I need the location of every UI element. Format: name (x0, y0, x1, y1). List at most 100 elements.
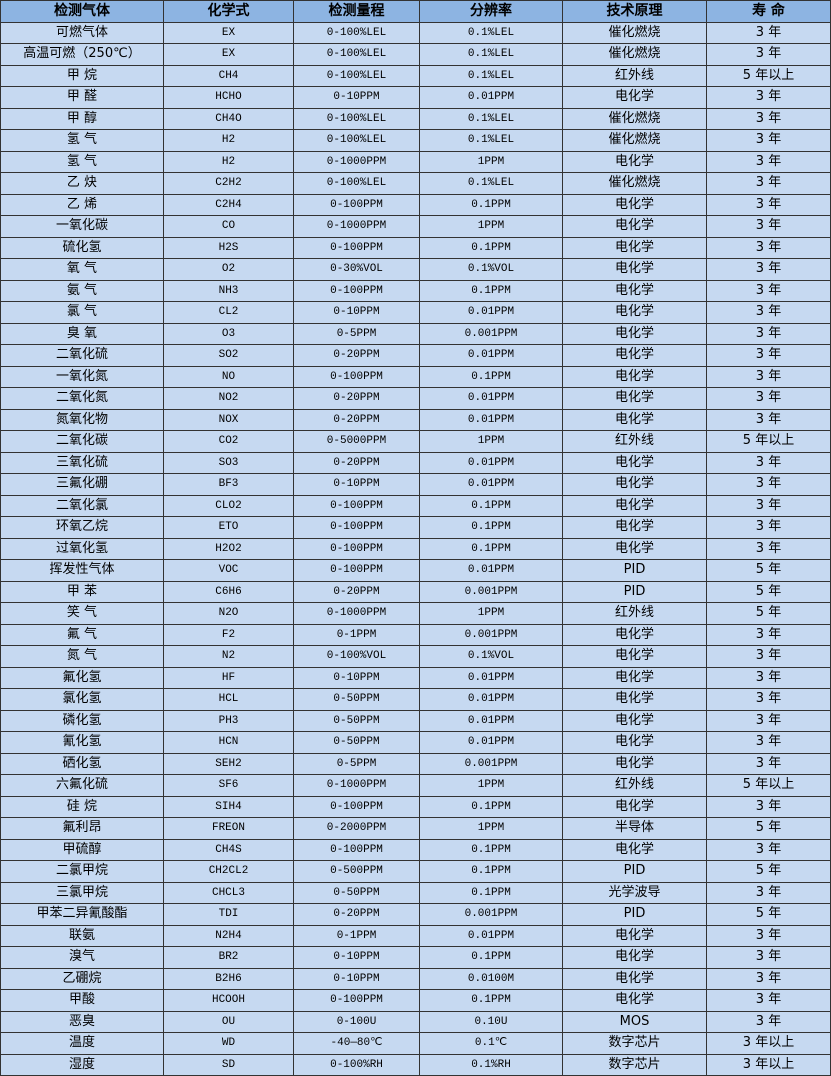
cell-principle: MOS (562, 1010, 707, 1033)
cell-resolution: 1PPM (419, 430, 563, 453)
cell-range: 0-100PPM (293, 236, 420, 259)
table-row: 湿度 SD 0-100%RH 0.1%RH 数字芯片 3 年以上 (0, 1053, 831, 1076)
cell-range: 0-100%VOL (293, 645, 420, 668)
cell-principle: 电化学 (562, 946, 707, 969)
table-row: 过氧化氢 H2O2 0-100PPM 0.1PPM 电化学 3 年 (0, 537, 831, 560)
cell-principle: 半导体 (562, 817, 707, 840)
table-row: 硒化氢 SEH2 0-5PPM 0.001PPM 电化学 3 年 (0, 752, 831, 775)
cell-formula: BF3 (163, 473, 294, 496)
cell-formula: C2H2 (163, 172, 294, 195)
cell-resolution: 1PPM (419, 215, 563, 238)
cell-principle: 催化燃烧 (562, 43, 707, 66)
column-header-gas-name: 检测气体 (0, 0, 164, 23)
cell-formula: SO2 (163, 344, 294, 367)
cell-lifespan: 3 年 (706, 494, 831, 517)
cell-formula: SF6 (163, 774, 294, 797)
cell-formula: HCHO (163, 86, 294, 109)
table-row: 磷化氢 PH3 0-50PPM 0.01PPM 电化学 3 年 (0, 709, 831, 732)
table-row: 氯化氢 HCL 0-50PPM 0.01PPM 电化学 3 年 (0, 688, 831, 711)
cell-gas-name: 环氧乙烷 (0, 516, 164, 539)
cell-resolution: 0.1%RH (419, 1053, 563, 1076)
cell-principle: 电化学 (562, 537, 707, 560)
cell-formula: HF (163, 666, 294, 689)
table-header-row: 检测气体 化学式 检测量程 分辨率 技术原理寿 命 (0, 0, 831, 23)
cell-principle: 催化燃烧 (562, 21, 707, 44)
table-row: 氟利昂 FREON 0-2000PPM 1PPM 半导体 5 年 (0, 817, 831, 840)
cell-range: 0-100PPM (293, 516, 420, 539)
cell-formula: NO2 (163, 387, 294, 410)
cell-gas-name: 臭 氧 (0, 322, 164, 345)
table-row: 恶臭 OU 0-100U 0.10U MOS 3 年 (0, 1010, 831, 1033)
cell-range: 0-100%RH (293, 1053, 420, 1076)
cell-principle: 数字芯片 (562, 1032, 707, 1055)
cell-principle: 数字芯片 (562, 1053, 707, 1076)
cell-formula: NH3 (163, 279, 294, 302)
cell-gas-name: 一氧化氮 (0, 365, 164, 388)
cell-range: 0-100PPM (293, 279, 420, 302)
cell-lifespan: 3 年 (706, 86, 831, 109)
cell-range: 0-10PPM (293, 666, 420, 689)
cell-gas-name: 三氟化硼 (0, 473, 164, 496)
cell-principle: 电化学 (562, 279, 707, 302)
cell-gas-name: 溴气 (0, 946, 164, 969)
cell-range: 0-50PPM (293, 688, 420, 711)
cell-resolution: 0.1PPM (419, 193, 563, 216)
table-row: 二氧化氯 CLO2 0-100PPM 0.1PPM 电化学 3 年 (0, 494, 831, 517)
cell-principle: 电化学 (562, 494, 707, 517)
cell-principle: 电化学 (562, 989, 707, 1012)
cell-gas-name: 甲酸 (0, 989, 164, 1012)
table-row: 乙 炔 C2H2 0-100%LEL 0.1%LEL 催化燃烧 3 年 (0, 172, 831, 195)
table-row: 二氧化氮 NO2 0-20PPM 0.01PPM 电化学 3 年 (0, 387, 831, 410)
cell-gas-name: 甲 苯 (0, 580, 164, 603)
cell-principle: 红外线 (562, 602, 707, 625)
cell-resolution: 0.1%VOL (419, 645, 563, 668)
cell-formula: O2 (163, 258, 294, 281)
cell-gas-name: 六氟化硫 (0, 774, 164, 797)
table-row: 氟化氢 HF 0-10PPM 0.01PPM 电化学 3 年 (0, 666, 831, 689)
table-row: 三氯甲烷 CHCL3 0-50PPM 0.1PPM 光学波导 3 年 (0, 881, 831, 904)
cell-range: 0-100PPM (293, 559, 420, 582)
column-header-lifespan: 寿 命 (706, 0, 831, 23)
cell-principle: 催化燃烧 (562, 172, 707, 195)
cell-principle: 电化学 (562, 301, 707, 324)
table-row: 硅 烷 SIH4 0-100PPM 0.1PPM 电化学 3 年 (0, 795, 831, 818)
cell-lifespan: 3 年 (706, 1010, 831, 1033)
cell-formula: VOC (163, 559, 294, 582)
cell-resolution: 0.01PPM (419, 473, 563, 496)
cell-lifespan: 3 年 (706, 731, 831, 754)
cell-gas-name: 一氧化碳 (0, 215, 164, 238)
cell-resolution: 0.1%LEL (419, 172, 563, 195)
cell-lifespan: 3 年 (706, 881, 831, 904)
cell-principle: PID (562, 580, 707, 603)
cell-resolution: 0.01PPM (419, 86, 563, 109)
cell-range: 0-50PPM (293, 731, 420, 754)
cell-resolution: 0.01PPM (419, 408, 563, 431)
cell-principle: 电化学 (562, 709, 707, 732)
cell-gas-name: 氢 气 (0, 150, 164, 173)
cell-principle: PID (562, 903, 707, 926)
cell-gas-name: 高温可燃（250℃） (0, 43, 164, 66)
cell-range: 0-20PPM (293, 451, 420, 474)
cell-principle: 催化燃烧 (562, 129, 707, 152)
cell-lifespan: 3 年 (706, 451, 831, 474)
cell-principle: 电化学 (562, 752, 707, 775)
cell-principle: 电化学 (562, 408, 707, 431)
cell-gas-name: 氰化氢 (0, 731, 164, 754)
cell-lifespan: 5 年 (706, 903, 831, 926)
cell-resolution: 0.01PPM (419, 451, 563, 474)
cell-principle: 电化学 (562, 365, 707, 388)
cell-lifespan: 5 年以上 (706, 774, 831, 797)
cell-lifespan: 3 年 (706, 193, 831, 216)
cell-resolution: 0.01PPM (419, 688, 563, 711)
cell-gas-name: 硫化氢 (0, 236, 164, 259)
cell-formula: B2H6 (163, 967, 294, 990)
cell-lifespan: 5 年 (706, 602, 831, 625)
cell-gas-name: 甲 烷 (0, 64, 164, 87)
cell-formula: SO3 (163, 451, 294, 474)
cell-gas-name: 三氯甲烷 (0, 881, 164, 904)
cell-principle: 红外线 (562, 774, 707, 797)
cell-gas-name: 氟利昂 (0, 817, 164, 840)
table-row: 二氧化硫 SO2 0-20PPM 0.01PPM 电化学 3 年 (0, 344, 831, 367)
cell-lifespan: 3 年 (706, 645, 831, 668)
